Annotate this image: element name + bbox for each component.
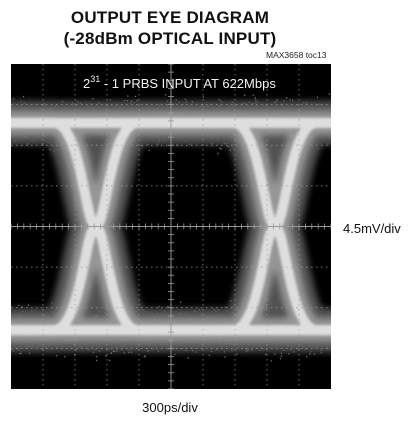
x-scale-label: 300ps/div	[142, 400, 198, 415]
annotation-text: - 1 PRBS INPUT AT 622Mbps	[100, 76, 276, 91]
pattern-annotation: 231 - 1 PRBS INPUT AT 622Mbps	[83, 74, 276, 91]
chart-title: OUTPUT EYE DIAGRAM	[70, 8, 270, 27]
figure-id: MAX3658 toc13	[266, 50, 327, 60]
y-scale-label: 4.5mV/div	[343, 221, 401, 236]
chart-subtitle: (-28dBm OPTICAL INPUT)	[63, 29, 277, 48]
graticule	[11, 64, 331, 389]
annotation-exponent: 31	[90, 74, 100, 84]
annotation-base: 2	[83, 76, 90, 91]
